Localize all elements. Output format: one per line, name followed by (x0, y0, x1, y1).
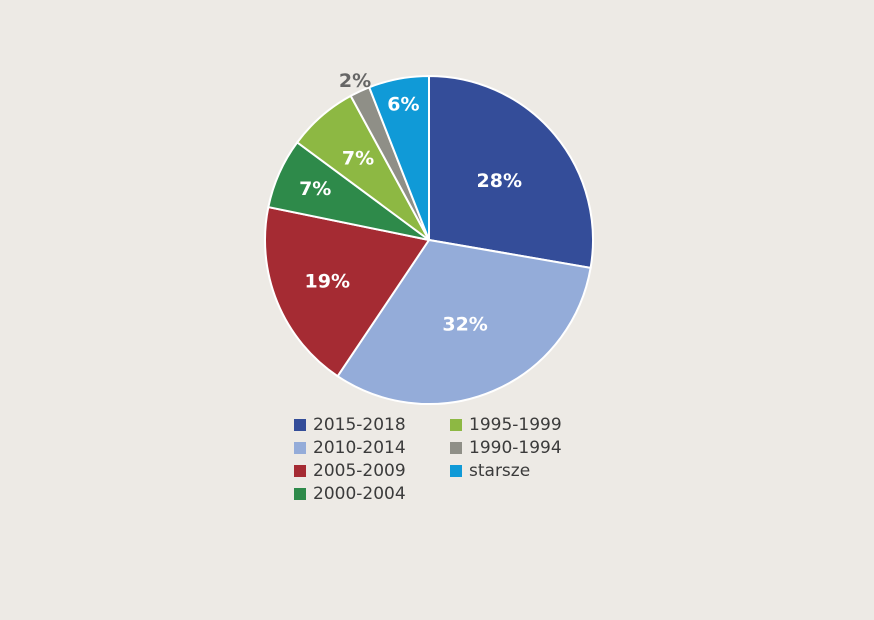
slice-label-2005-2009: 19% (305, 271, 350, 293)
legend-label: starsze (469, 461, 531, 481)
legend: 2015-2018 2010-2014 2005-2009 2000-2004 1995… (294, 414, 584, 506)
pie-slice-2010-2014 (336, 238, 592, 405)
legend-swatch (450, 419, 462, 431)
legend-swatch (450, 442, 462, 454)
legend-item-1990-1994: 1990-1994 (450, 437, 562, 459)
slice-label-1995-1999: 7% (342, 147, 374, 169)
legend-label: 1995-1999 (469, 415, 562, 435)
legend-swatch (450, 465, 462, 477)
slice-label-2010-2014: 32% (442, 313, 487, 335)
legend-label: 2010-2014 (313, 438, 406, 458)
legend-item-1995-1999: 1995-1999 (450, 414, 562, 436)
legend-label: 2005-2009 (313, 461, 406, 481)
slice-label-starsze: 6% (387, 94, 419, 116)
slice-label-2000-2004: 7% (299, 178, 331, 200)
legend-label: 1990-1994 (469, 438, 562, 458)
legend-item-2015-2018: 2015-2018 (294, 414, 406, 436)
slice-label-1990-1994: 2% (339, 70, 371, 92)
legend-swatch (294, 419, 306, 431)
pie-slice-2005-2009 (264, 205, 431, 378)
legend-item-2005-2009: 2005-2009 (294, 460, 406, 482)
pie-slice-starsze (367, 74, 430, 241)
legend-label: 2000-2004 (313, 484, 406, 504)
slice-label-2015-2018: 28% (477, 170, 522, 192)
legend-swatch (294, 465, 306, 477)
legend-label: 2015-2018 (313, 415, 406, 435)
pie-slice-2015-2018 (428, 74, 594, 270)
legend-swatch (294, 442, 306, 454)
legend-swatch (294, 488, 306, 500)
legend-item-2000-2004: 2000-2004 (294, 483, 406, 505)
legend-item-starsze: starsze (450, 460, 530, 482)
legend-item-2010-2014: 2010-2014 (294, 437, 406, 459)
